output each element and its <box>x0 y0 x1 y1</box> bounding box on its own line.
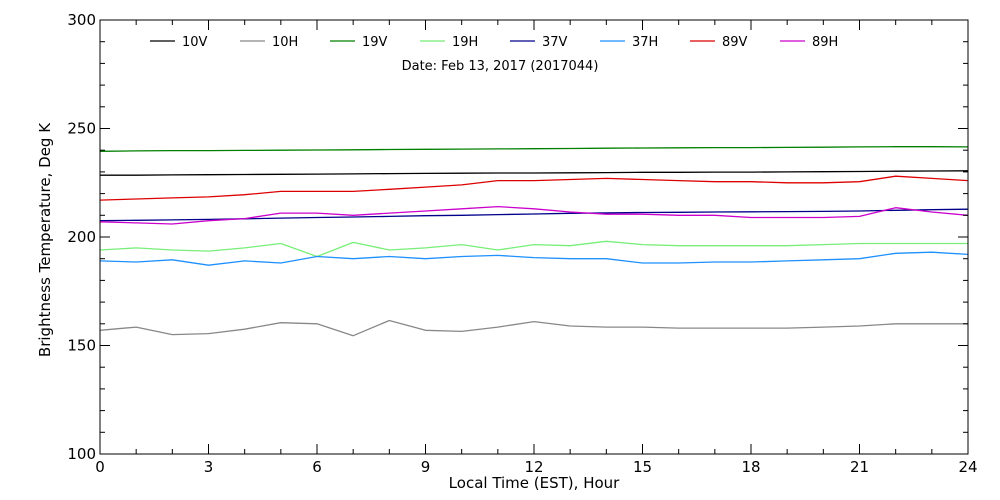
series-line-37h <box>99 251 969 266</box>
legend-label-10v: 10V <box>182 35 208 50</box>
legend-label-89h: 89H <box>812 35 838 50</box>
legend: 10V 10H 19V 19H 37V 37H 89V 89H <box>150 35 838 50</box>
series-layer <box>99 146 969 337</box>
legend-label-19v: 19V <box>362 35 388 50</box>
x-tick-label: 6 <box>312 458 322 476</box>
x-tick-label: 3 <box>204 458 214 476</box>
date-annotation: Date: Feb 13, 2017 (2017044) <box>402 59 599 74</box>
y-axis-title: Brightness Temperature, Deg K <box>36 122 54 357</box>
legend-label-37v: 37V <box>542 35 568 50</box>
legend-label-37h: 37H <box>632 35 658 50</box>
x-tick-label: 12 <box>524 458 543 476</box>
x-tick-label: 21 <box>850 458 869 476</box>
ticks-layer: 0 3 6 9 12 15 18 21 24 100 150 200 250 300 <box>67 11 977 476</box>
series-line-10h <box>99 319 968 337</box>
y-tick-label: 100 <box>67 445 96 463</box>
y-tick-label: 300 <box>67 11 96 29</box>
x-tick-label: 24 <box>958 458 977 476</box>
series-line-19v <box>99 146 969 152</box>
legend-label-19h: 19H <box>452 35 478 50</box>
x-tick-label: 15 <box>633 458 652 476</box>
y-tick-label: 200 <box>67 228 96 246</box>
x-tick-label: 0 <box>95 458 105 476</box>
x-axis-title: Local Time (EST), Hour <box>449 474 620 492</box>
legend-label-89v: 89V <box>722 35 748 50</box>
series-line-19h <box>99 240 968 258</box>
plot-frame <box>99 19 969 455</box>
x-tick-label: 18 <box>741 458 760 476</box>
y-tick-label: 250 <box>67 120 96 138</box>
series-line-89v <box>99 175 969 201</box>
series-line-89h <box>99 205 969 225</box>
series-line-10v <box>100 170 969 176</box>
x-tick-label: 9 <box>421 458 431 476</box>
y-tick-label: 150 <box>67 337 96 355</box>
legend-label-10h: 10H <box>272 35 298 50</box>
